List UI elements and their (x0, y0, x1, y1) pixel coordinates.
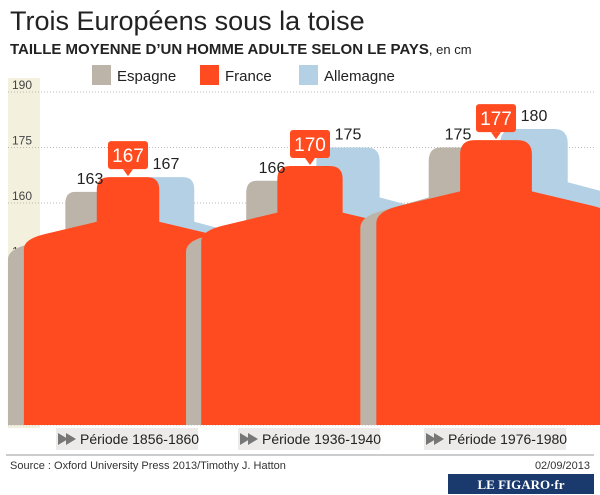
data-label: 166 (259, 160, 286, 177)
legend-swatch-3 (299, 65, 318, 85)
value-badge-pointer (123, 169, 133, 177)
source-note: Source : Oxford University Press 2013/Ti… (10, 460, 286, 472)
triangle-icon (434, 433, 444, 445)
value-badge (290, 130, 330, 158)
chart-subtitle-main: TAILLE MOYENNE D’UN HOMME ADULTE SELON L… (10, 41, 429, 58)
legend-label-2: France (225, 68, 272, 85)
logo-badge (448, 474, 594, 494)
publication-date: 02/09/2013 (535, 460, 590, 472)
data-label: 180 (521, 108, 548, 125)
y-tick-label: 175 (12, 134, 32, 148)
data-label: 167 (112, 146, 144, 167)
y-tick-label: 160 (12, 189, 32, 203)
plot-area: 190175160145130115100163167167Période 18… (7, 78, 600, 450)
triangle-icon (58, 433, 68, 445)
value-badge-pointer (305, 158, 315, 165)
y-tick-label: 190 (12, 78, 32, 92)
value-badge (108, 141, 148, 170)
value-badge-pointer (491, 132, 501, 140)
chart-subtitle-unit: , en cm (429, 42, 472, 57)
legend-label-3: Allemagne (324, 68, 395, 85)
legend-swatch-1 (92, 65, 111, 85)
silhouette-2 (23, 177, 233, 425)
category-band (424, 428, 566, 450)
legend-label-1: Espagne (117, 68, 176, 85)
chart-subtitle: TAILLE MOYENNE D’UN HOMME ADULTE SELON L… (10, 41, 472, 58)
category-band (56, 428, 198, 450)
category-label: Période 1976-1980 (448, 431, 567, 447)
legend-swatch-2 (200, 65, 219, 85)
data-label: 170 (294, 135, 326, 156)
data-label: 175 (445, 127, 472, 144)
data-label: 175 (335, 127, 362, 144)
category-label: Période 1856-1860 (80, 431, 199, 447)
triangle-icon (426, 433, 436, 445)
silhouette-2 (376, 140, 600, 425)
data-label: 177 (480, 109, 512, 130)
category-band (238, 428, 380, 450)
chart-title: Trois Européens sous la toise (10, 6, 365, 36)
triangle-icon (66, 433, 76, 445)
value-badge (476, 104, 516, 133)
data-label: 167 (153, 156, 180, 173)
category-label: Période 1936-1940 (262, 431, 381, 447)
data-label: 163 (77, 171, 104, 188)
triangle-icon (248, 433, 258, 445)
figaro-logo: LE FIGARO·fr (477, 477, 564, 492)
legend: Espagne France Allemagne (92, 65, 395, 85)
triangle-icon (240, 433, 250, 445)
